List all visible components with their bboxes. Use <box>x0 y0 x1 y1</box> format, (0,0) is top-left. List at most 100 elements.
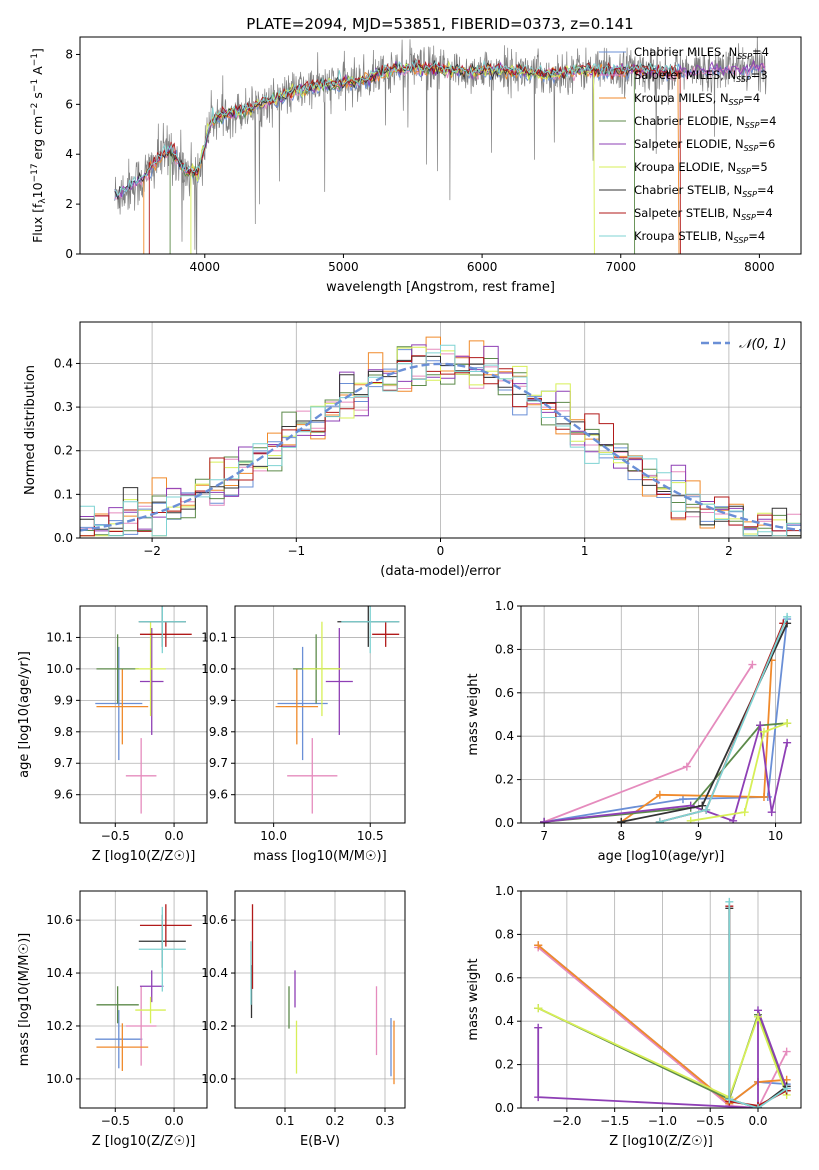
point-marker <box>748 660 757 669</box>
model-spectrum-kroupa-miles <box>143 62 680 254</box>
histogram-kroupa-stelib <box>80 344 801 537</box>
series-kroupa-stelib <box>655 612 792 823</box>
axes-frame: −2.0 −1.5 −1.0 −0.5 0.0 0.0 0.2 0.4 0.6 0.8 1.0 Z [… <box>466 884 802 1149</box>
histogram-salpeter-stelib <box>80 355 801 537</box>
y-tick-label: 9.6 <box>54 788 73 802</box>
model-spectrum-salpeter-stelib <box>148 58 681 254</box>
errorbar-salpeter-elodie <box>325 628 353 735</box>
point-marker <box>702 805 711 814</box>
x-tick-label: 4000 <box>190 260 221 274</box>
y-tick-label: 9.9 <box>209 693 228 707</box>
x-tick-label: 0 <box>437 544 445 558</box>
residuals-panel: −2 −1 0 1 2 0.0 0.1 0.2 0.3 0.4 (data-model)/error… <box>23 321 802 579</box>
y-tick-label: 9.9 <box>54 693 73 707</box>
age-vs-mass-panel: 10.0 10.5 9.6 9.7 9.8 9.9 10.0 10.1 mass [log10(… <box>201 605 406 864</box>
plot-area <box>534 897 791 1108</box>
y-tick-label: 10.6 <box>46 913 73 927</box>
series-kroupa-elodie <box>686 719 792 823</box>
figure-title: PLATE=2094, MJD=53851, FIBERID=0373, z=0… <box>246 15 633 33</box>
point-marker <box>725 897 734 906</box>
y-tick-label: 10.1 <box>46 630 73 644</box>
errorbar-kroupa-stelib <box>138 606 186 654</box>
errorbar-kroupa-miles <box>275 668 319 745</box>
y-tick-label: 0.4 <box>495 1014 514 1028</box>
point-marker <box>534 1093 543 1102</box>
series-line <box>537 1010 788 1108</box>
errorbar-kroupa-stelib <box>138 906 186 992</box>
y-axis-label: mass weight <box>466 958 481 1040</box>
errorbar-salpeter-miles <box>287 738 338 814</box>
model-spectrum-chabrier-elodie <box>169 62 636 254</box>
y-tick-label: 0.0 <box>495 816 514 830</box>
axes-frame: 4000 5000 6000 7000 8000 0 2 4 6 8 wavelength [Ang… <box>65 36 802 295</box>
y-tick-label: 10.0 <box>46 662 73 676</box>
point-marker <box>782 1084 791 1093</box>
y-tick-label: 0.3 <box>54 400 73 414</box>
x-axis-label: (data-model)/error <box>380 564 501 579</box>
series-line <box>543 618 788 823</box>
mass-vs-metallicity-panel: −0.5 0.0 10.0 10.2 10.4 10.6 Z [log10(Z/Z☉)] ma… <box>17 890 208 1149</box>
residuals-legend: 𝒩(0, 1) <box>701 337 786 352</box>
y-tick-label: 0.4 <box>495 729 514 743</box>
point-marker <box>534 1023 543 1032</box>
y-tick-label: 0.6 <box>495 686 514 700</box>
y-axis-label: mass [log10(M/M☉)] <box>17 933 32 1066</box>
legend-entry-salpeter-elodie: Salpeter ELODIE, NSSP=6 <box>634 137 775 153</box>
y-tick-label: 0.1 <box>54 487 73 501</box>
y-tick-label: 1.0 <box>495 599 514 613</box>
x-tick-label: 10.0 <box>260 829 287 843</box>
x-axis-label: age [log10(age/yr)] <box>598 849 725 864</box>
y-tick-label: 9.7 <box>209 756 228 770</box>
x-tick-label: −2.0 <box>552 1114 581 1128</box>
y-tick-label: 8 <box>65 47 73 61</box>
point-marker <box>753 1104 762 1108</box>
errorbar-chabrier-miles <box>277 646 328 761</box>
legend-entry-chabrier-stelib: Chabrier STELIB, NSSP=4 <box>634 183 774 199</box>
y-tick-label: 10.1 <box>201 630 228 644</box>
y-tick-label: 0.4 <box>54 356 73 370</box>
x-axis-label: wavelength [Angstrom, rest frame] <box>326 280 555 295</box>
y-tick-label: 0.0 <box>495 1101 514 1115</box>
plot-area <box>250 904 395 1085</box>
point-marker <box>655 790 664 799</box>
y-tick-label: 0.0 <box>54 531 73 545</box>
legend-entry-normal: 𝒩(0, 1) <box>739 337 786 352</box>
y-tick-label: 10.4 <box>46 966 73 980</box>
grid <box>235 891 405 1108</box>
errorbar-chabrier-elodie <box>96 986 139 1024</box>
x-tick-label: 0.0 <box>748 1114 767 1128</box>
errorbar-salpeter-stelib <box>139 621 192 647</box>
point-marker <box>756 721 765 730</box>
y-axis-label: Normed distribution <box>23 365 38 495</box>
errorbar-salpeter-miles <box>125 986 157 1066</box>
y-tick-label: 10.6 <box>201 913 228 927</box>
x-tick-label: 0.2 <box>325 1114 344 1128</box>
y-tick-label: 0.2 <box>495 773 514 787</box>
errorbar-salpeter-elodie <box>139 970 164 1003</box>
plot-area <box>275 606 400 814</box>
y-tick-label: 0 <box>65 247 73 261</box>
errorbar-kroupa-miles <box>96 1023 149 1071</box>
y-tick-label: 0.6 <box>495 971 514 985</box>
grid <box>80 891 207 1108</box>
axes-frame: −0.5 0.0 10.0 10.2 10.4 10.6 Z [log10(Z/Z☉)] ma… <box>17 890 208 1149</box>
plot-area <box>540 612 792 823</box>
x-tick-label: 9 <box>695 829 703 843</box>
grid <box>521 605 801 824</box>
point-marker <box>783 719 792 728</box>
x-tick-label: −2 <box>143 544 161 558</box>
point-marker <box>767 808 776 817</box>
legend-entry-chabrier-miles: Chabrier MILES, NSSP=4 <box>634 45 769 61</box>
point-marker <box>783 612 792 621</box>
errorbar-salpeter-elodie <box>139 628 164 735</box>
x-tick-label: 10.5 <box>357 829 384 843</box>
series-line <box>690 722 788 822</box>
x-tick-label: 8000 <box>744 260 775 274</box>
errorbar-salpeter-stelib <box>372 621 400 647</box>
errorbar-salpeter-stelib <box>139 904 192 947</box>
point-marker <box>534 1004 543 1013</box>
spectrum-legend: Chabrier MILES, NSSP=4 Salpeter MILES, NS… <box>599 45 776 245</box>
grid <box>80 606 207 823</box>
series-kroupa-stelib <box>725 897 791 1108</box>
axes-frame: 10.0 10.5 9.6 9.7 9.8 9.9 10.0 10.1 mass [log10(… <box>201 605 406 864</box>
